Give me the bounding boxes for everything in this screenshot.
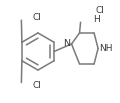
Text: Cl: Cl (33, 13, 41, 22)
Text: NH: NH (99, 44, 113, 53)
Text: H: H (93, 15, 100, 24)
Text: N: N (63, 39, 71, 49)
Text: Cl: Cl (96, 6, 105, 15)
Text: Cl: Cl (33, 81, 41, 90)
